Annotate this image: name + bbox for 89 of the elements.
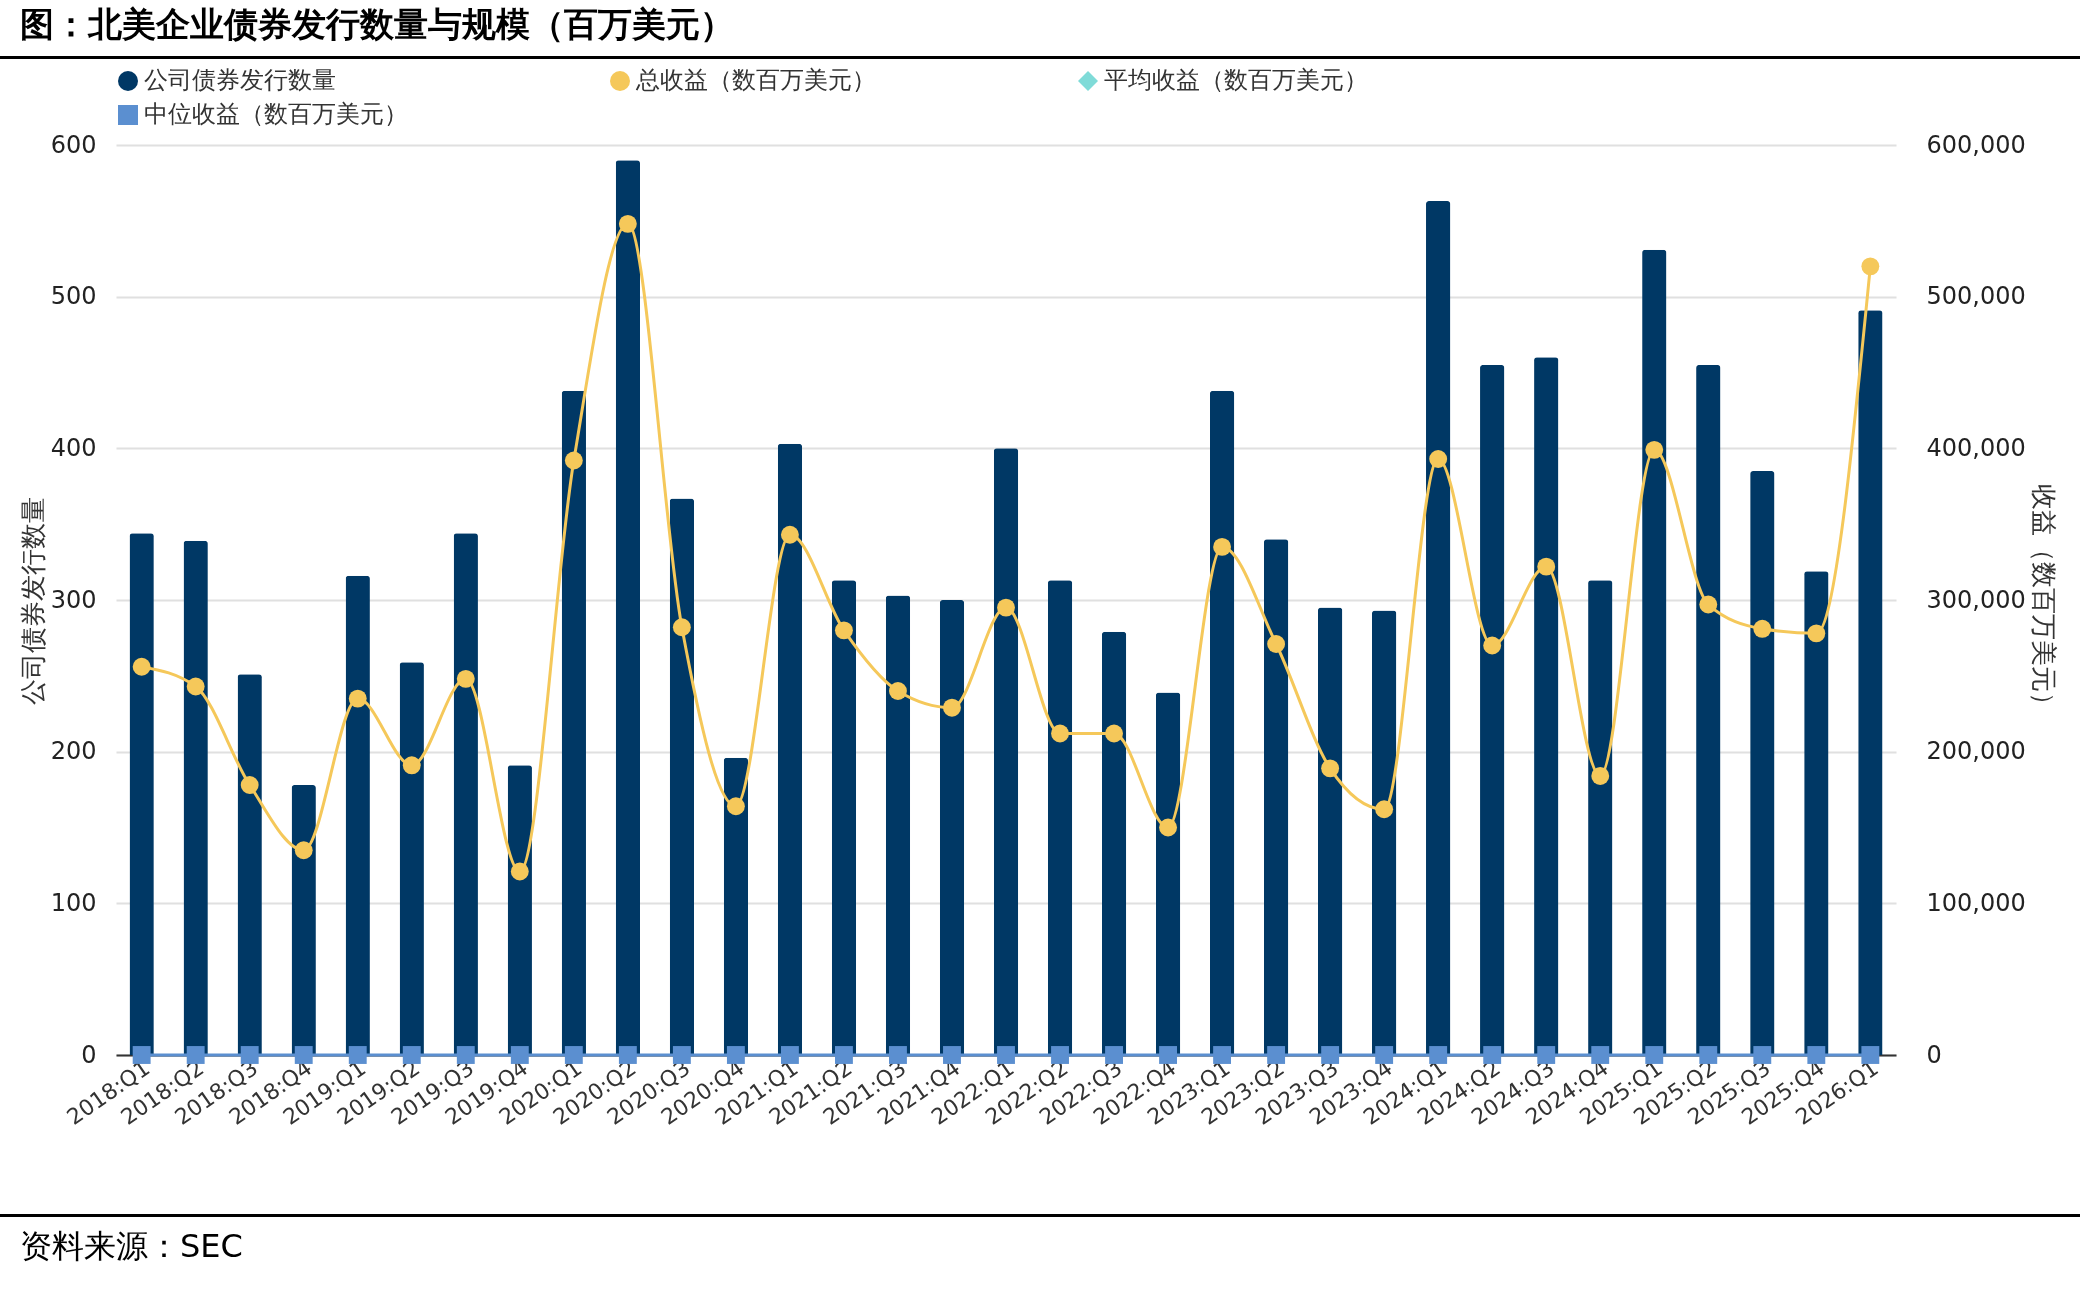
bar	[723, 757, 749, 1055]
point	[943, 698, 961, 717]
point	[186, 677, 205, 696]
bar	[1480, 364, 1505, 1055]
y-tick-label: 200	[50, 737, 97, 766]
y-tick-label: 600	[50, 130, 97, 159]
point	[1861, 1046, 1880, 1064]
bar	[1750, 471, 1775, 1055]
point	[456, 669, 475, 688]
legend-label: 中位收益（数百万美元）	[144, 100, 408, 128]
bar	[345, 575, 370, 1055]
bar	[1155, 692, 1181, 1055]
point	[1807, 624, 1826, 643]
y2-tick-label: 200,000	[1926, 737, 2026, 766]
bar	[1047, 580, 1073, 1055]
point	[1375, 800, 1394, 819]
bar	[1534, 357, 1559, 1055]
bar	[1209, 390, 1235, 1055]
point	[1321, 759, 1340, 778]
point	[1105, 724, 1123, 743]
y2-tick-label: 600,000	[1926, 130, 2026, 159]
y-axis-title: 公司债券发行数量	[17, 496, 48, 705]
bar	[1101, 631, 1127, 1055]
point	[402, 756, 421, 775]
legend-label: 公司债券发行数量	[144, 66, 336, 94]
bar	[669, 498, 695, 1055]
bar	[237, 674, 262, 1055]
legend-label: 平均收益（数百万美元）	[1104, 66, 1368, 94]
bar	[831, 580, 857, 1055]
bar	[885, 595, 911, 1055]
legend-label: 总收益（数百万美元）	[635, 66, 876, 94]
point	[889, 682, 907, 700]
text: 资料来源：SEC	[0, 1214, 2080, 1277]
y2-tick-label: 0	[1926, 1040, 1942, 1069]
bar	[183, 540, 208, 1055]
bar	[1317, 607, 1343, 1055]
point	[1429, 450, 1448, 468]
bar	[1426, 201, 1451, 1055]
point	[780, 525, 799, 544]
point	[1591, 767, 1610, 785]
point	[1267, 635, 1286, 653]
point	[1645, 440, 1664, 459]
point	[294, 841, 313, 860]
point	[1213, 537, 1232, 556]
point	[997, 598, 1015, 617]
y2-tick-label: 500,000	[1926, 282, 2026, 311]
y2-tick-label: 400,000	[1926, 433, 2026, 462]
bar	[939, 600, 965, 1055]
bar	[507, 765, 532, 1055]
point	[348, 689, 367, 708]
bar	[291, 785, 316, 1055]
bar	[1371, 610, 1397, 1055]
point	[240, 776, 259, 794]
y2-tick-label: 100,000	[1926, 888, 2026, 917]
bar	[1696, 364, 1721, 1055]
bar	[615, 160, 641, 1055]
y-tick-label: 300	[50, 585, 97, 614]
bar	[129, 533, 154, 1055]
point	[510, 862, 529, 881]
point	[564, 451, 583, 470]
bar	[1804, 571, 1829, 1055]
point	[1537, 557, 1556, 576]
bar	[993, 448, 1019, 1055]
point	[672, 618, 691, 637]
bar	[1588, 580, 1613, 1055]
point	[1159, 818, 1178, 837]
y2-axis-title: 收益（数百万美元）	[2028, 483, 2059, 718]
y-tick-label: 100	[50, 888, 97, 917]
point	[132, 657, 151, 676]
bar	[1642, 249, 1667, 1055]
point	[1753, 619, 1772, 638]
bar	[561, 390, 586, 1055]
chart-title: 图：北美企业债券发行数量与规模（百万美元）	[0, 0, 2080, 59]
point	[834, 621, 853, 640]
bar	[399, 662, 424, 1055]
point	[1699, 595, 1718, 614]
point	[726, 797, 745, 816]
bar	[453, 533, 478, 1055]
bar	[1858, 310, 1883, 1055]
y-tick-label: 0	[81, 1040, 97, 1069]
point	[618, 214, 637, 233]
point	[1483, 636, 1502, 655]
y-tick-label: 400	[50, 433, 97, 462]
y-tick-label: 500	[50, 282, 97, 311]
bar	[1263, 539, 1289, 1055]
bar	[777, 443, 803, 1055]
point	[1051, 724, 1069, 743]
point	[1861, 257, 1880, 276]
y2-tick-label: 300,000	[1926, 585, 2026, 614]
